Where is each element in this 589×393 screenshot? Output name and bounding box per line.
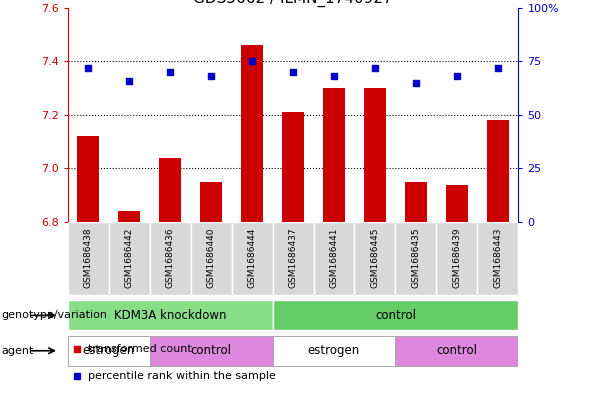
Point	[452, 73, 462, 79]
Text: estrogen: estrogen	[308, 344, 360, 357]
Bar	[273, 336, 395, 366]
Text: GSM1686438: GSM1686438	[84, 228, 92, 288]
Text: control: control	[436, 344, 477, 357]
Text: genotype/variation: genotype/variation	[1, 310, 107, 320]
Bar	[191, 222, 231, 295]
Bar	[446, 185, 468, 222]
Text: GSM1686435: GSM1686435	[411, 228, 421, 288]
Bar	[68, 336, 150, 366]
Text: GSM1686443: GSM1686443	[494, 228, 502, 288]
Text: GSM1686444: GSM1686444	[247, 228, 257, 288]
Text: KDM3A knockdown: KDM3A knockdown	[114, 309, 226, 322]
Title: GDS5662 / ILMN_1740927: GDS5662 / ILMN_1740927	[193, 0, 393, 7]
Bar	[68, 300, 273, 331]
Bar	[273, 300, 518, 331]
Point	[247, 58, 257, 64]
Text: percentile rank within the sample: percentile rank within the sample	[88, 371, 276, 381]
Bar	[150, 222, 191, 295]
Text: GSM1686445: GSM1686445	[370, 228, 379, 288]
Bar	[487, 120, 509, 222]
Bar	[405, 182, 427, 222]
Point	[329, 73, 339, 79]
Bar	[150, 336, 273, 366]
Bar	[436, 222, 477, 295]
Bar	[323, 88, 345, 222]
Bar	[241, 45, 263, 222]
Bar	[355, 222, 395, 295]
Bar	[200, 182, 223, 222]
Text: GSM1686439: GSM1686439	[452, 228, 461, 288]
Point	[493, 65, 502, 71]
Point	[84, 65, 93, 71]
Bar	[477, 222, 518, 295]
Point	[289, 69, 298, 75]
Text: transformed count: transformed count	[88, 344, 192, 354]
Text: control: control	[191, 344, 231, 357]
Bar	[231, 222, 273, 295]
Text: GSM1686440: GSM1686440	[207, 228, 216, 288]
Bar	[273, 222, 313, 295]
Text: GSM1686441: GSM1686441	[329, 228, 339, 288]
Bar	[363, 88, 386, 222]
Point	[411, 80, 421, 86]
Point	[124, 77, 134, 84]
Text: agent: agent	[1, 346, 34, 356]
Bar	[395, 222, 436, 295]
Text: control: control	[375, 309, 416, 322]
Bar	[118, 211, 140, 222]
Point	[206, 73, 216, 79]
Bar	[282, 112, 305, 222]
Bar	[109, 222, 150, 295]
Text: GSM1686442: GSM1686442	[125, 228, 134, 288]
Point	[370, 65, 380, 71]
Text: estrogen: estrogen	[82, 344, 135, 357]
Bar	[313, 222, 355, 295]
Bar	[159, 158, 181, 222]
Bar	[68, 222, 109, 295]
Bar	[77, 136, 100, 222]
Bar	[395, 336, 518, 366]
Text: GSM1686437: GSM1686437	[289, 228, 297, 288]
Text: GSM1686436: GSM1686436	[166, 228, 175, 288]
Point	[166, 69, 175, 75]
